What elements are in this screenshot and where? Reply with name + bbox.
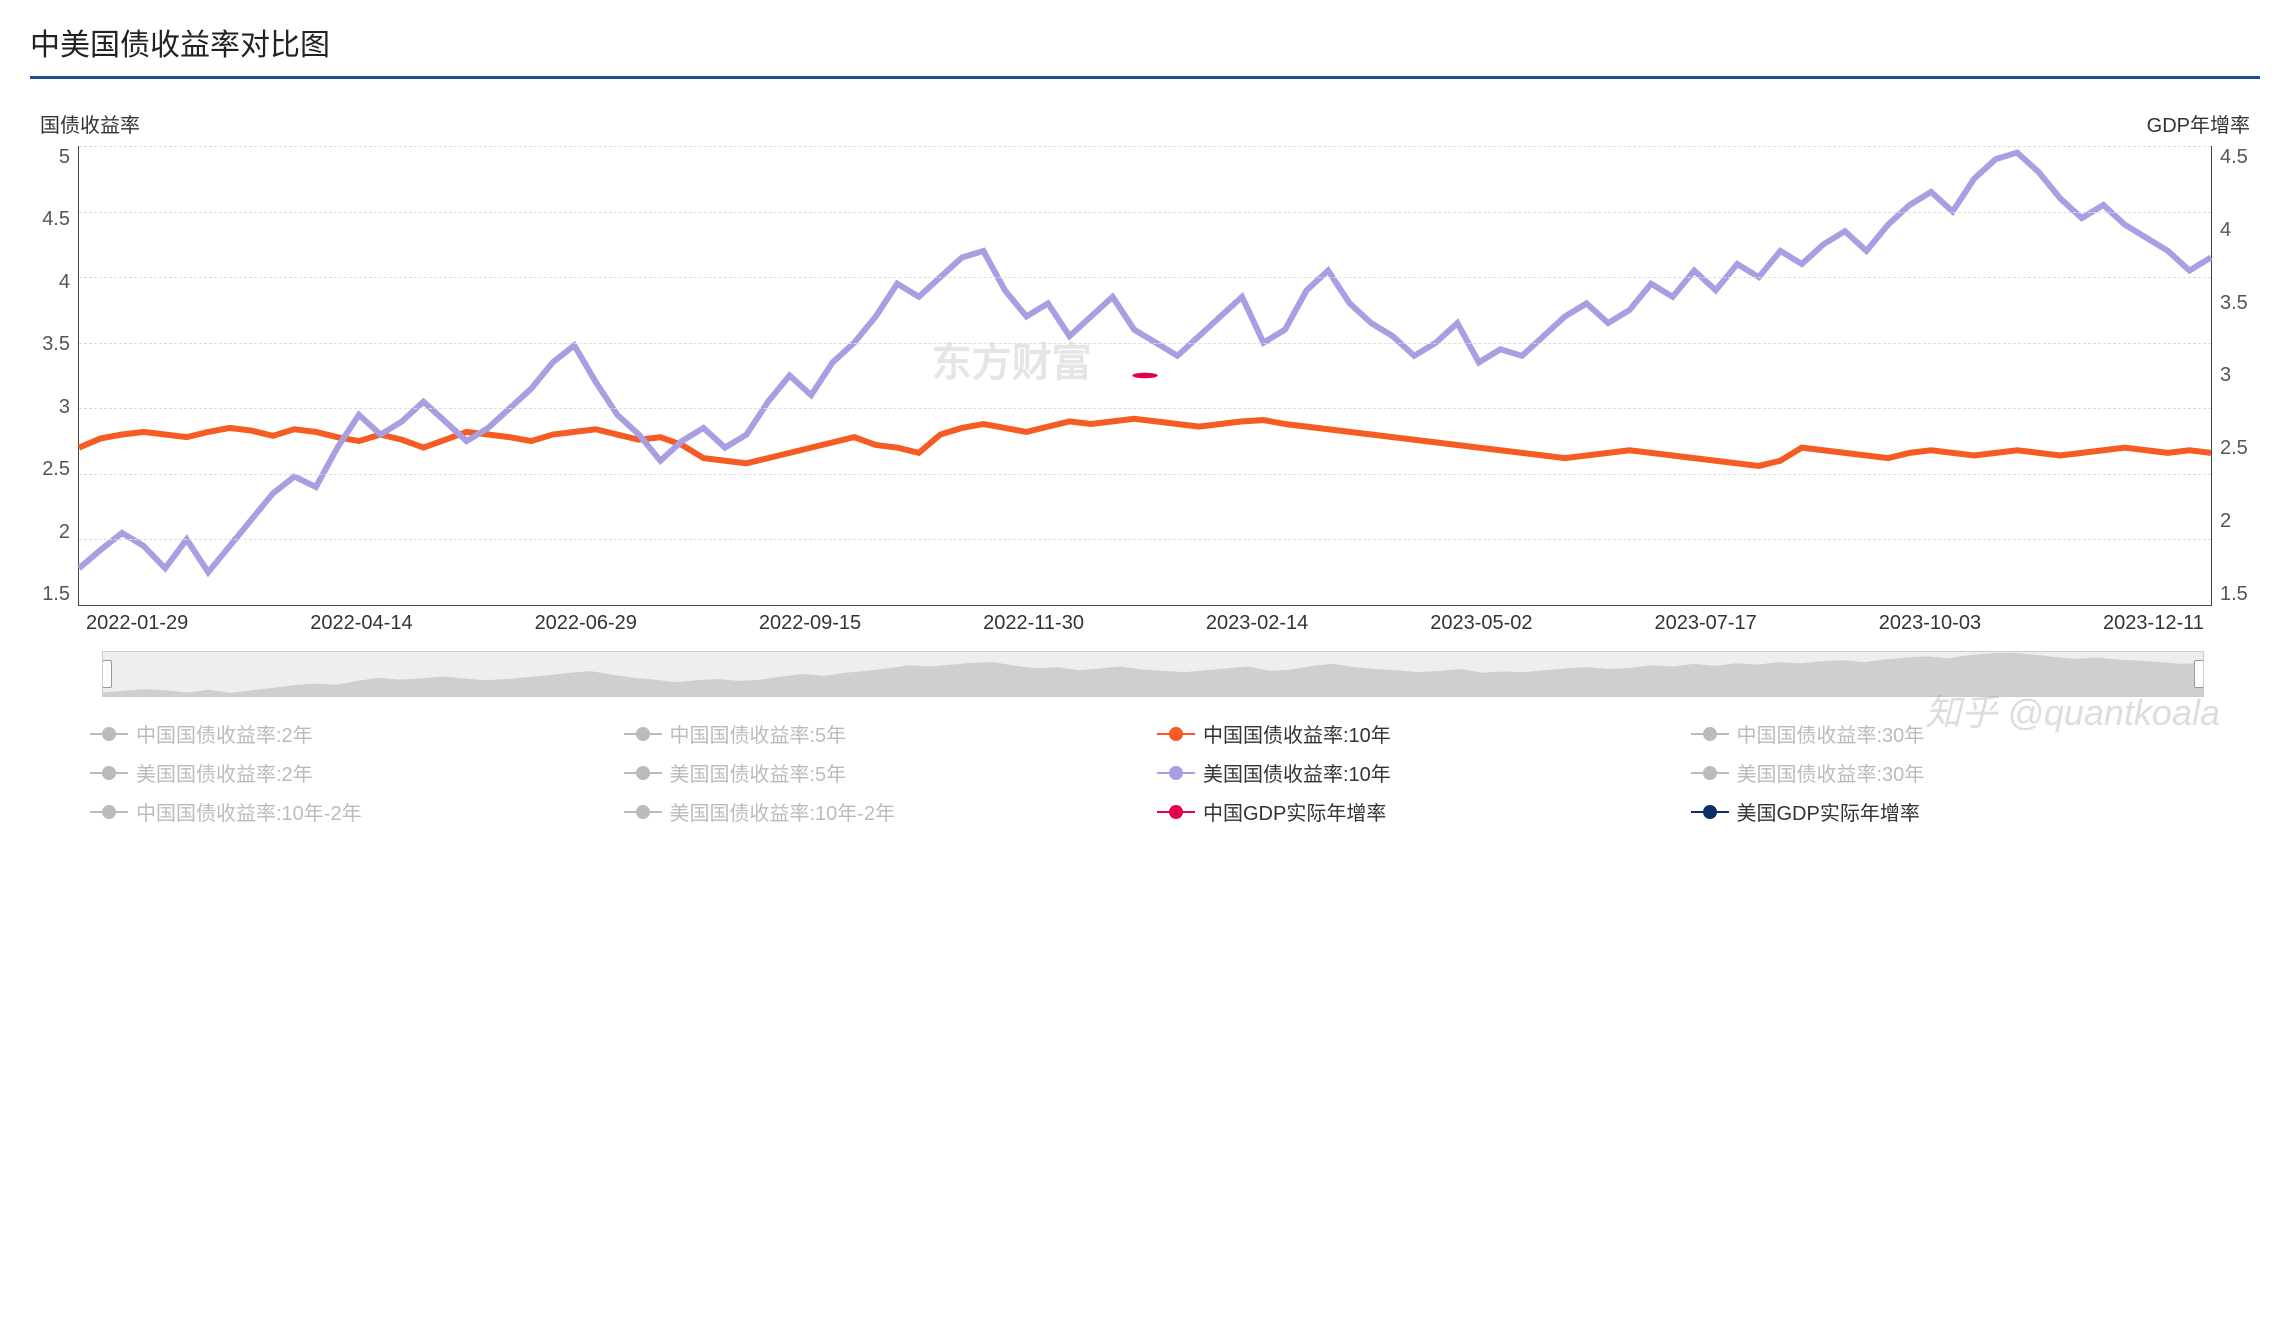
y-left-tick: 4.5 <box>30 208 70 231</box>
y-left-tick: 5 <box>30 146 70 169</box>
legend-swatch <box>90 772 128 774</box>
y-right-tick: 4.5 <box>2220 146 2260 169</box>
legend-item[interactable]: 中国国债收益率:2年 <box>90 719 600 748</box>
slider-silhouette <box>103 653 2203 696</box>
x-tick: 2022-04-14 <box>310 612 412 635</box>
y-left-title: 国债收益率 <box>40 109 140 138</box>
legend-item[interactable]: 中国国债收益率:10年-2年 <box>90 797 600 826</box>
legend-label: 中国国债收益率:5年 <box>670 719 847 748</box>
y-left-tick: 4 <box>30 271 70 294</box>
y-right-title: GDP年增率 <box>2147 109 2250 138</box>
slider-handle-right[interactable] <box>2194 660 2204 688</box>
legend-label: 美国国债收益率:2年 <box>136 758 313 787</box>
legend-swatch <box>90 811 128 813</box>
x-tick: 2023-10-03 <box>1879 612 1981 635</box>
chart-container: 国债收益率 GDP年增率 5 4.5 4 3.5 3 2.5 2 1.5 东方财富 4.5 4 3… <box>30 109 2260 826</box>
x-tick: 2023-02-14 <box>1206 612 1308 635</box>
x-tick: 2023-12-11 <box>2103 612 2204 635</box>
range-slider-row <box>30 651 2260 697</box>
legend-swatch <box>624 733 662 735</box>
legend-item[interactable]: 中国国债收益率:5年 <box>624 719 1134 748</box>
y-axis-left: 5 4.5 4 3.5 3 2.5 2 1.5 <box>30 146 78 606</box>
legend-item[interactable]: 美国国债收益率:2年 <box>90 758 600 787</box>
legend-swatch <box>1691 733 1729 735</box>
legend-swatch <box>1691 811 1729 813</box>
y-axis-right: 4.5 4 3.5 3 2.5 2 1.5 <box>2212 146 2260 606</box>
legend-item[interactable]: 美国国债收益率:10年-2年 <box>624 797 1134 826</box>
y-right-tick: 2.5 <box>2220 437 2260 460</box>
y-right-tick: 1.5 <box>2220 583 2260 606</box>
plot-area[interactable]: 东方财富 <box>78 146 2212 606</box>
legend-label: 美国国债收益率:10年-2年 <box>670 797 896 826</box>
legend-item[interactable]: 美国国债收益率:10年 <box>1157 758 1667 787</box>
x-tick: 2022-09-15 <box>759 612 861 635</box>
scatter-point <box>1132 373 1158 379</box>
legend-swatch <box>624 772 662 774</box>
x-tick: 2023-05-02 <box>1430 612 1532 635</box>
legend-swatch <box>1157 733 1195 735</box>
x-tick: 2022-11-30 <box>983 612 1084 635</box>
y-right-tick: 3 <box>2220 364 2260 387</box>
x-tick: 2022-06-29 <box>535 612 637 635</box>
legend-item[interactable]: 中国国债收益率:10年 <box>1157 719 1667 748</box>
y-left-tick: 1.5 <box>30 583 70 606</box>
y-left-tick: 2.5 <box>30 458 70 481</box>
legend-swatch <box>624 811 662 813</box>
legend-label: 美国国债收益率:5年 <box>670 758 847 787</box>
legend-swatch <box>1157 772 1195 774</box>
legend-item[interactable]: 美国国债收益率:5年 <box>624 758 1134 787</box>
legend-item[interactable]: 美国国债收益率:30年 <box>1691 758 2201 787</box>
legend-label: 中国国债收益率:2年 <box>136 719 313 748</box>
legend-label: 美国国债收益率:30年 <box>1737 758 1925 787</box>
legend: 中国国债收益率:2年 中国国债收益率:5年 中国国债收益率:10年 中国国债收益率:3… <box>30 719 2260 826</box>
legend-label: 中国国债收益率:30年 <box>1737 719 1925 748</box>
legend-label: 美国GDP实际年增率 <box>1737 797 1920 826</box>
legend-label: 美国国债收益率:10年 <box>1203 758 1391 787</box>
legend-swatch <box>1157 811 1195 813</box>
y-right-tick: 3.5 <box>2220 292 2260 315</box>
y-right-tick: 2 <box>2220 510 2260 533</box>
y-left-tick: 3.5 <box>30 333 70 356</box>
legend-label: 中国国债收益率:10年-2年 <box>136 797 362 826</box>
x-tick: 2023-07-17 <box>1654 612 1756 635</box>
y-left-tick: 2 <box>30 521 70 544</box>
legend-label: 中国GDP实际年增率 <box>1203 797 1386 826</box>
x-axis: 2022-01-29 2022-04-14 2022-06-29 2022-09-15… <box>86 606 2204 635</box>
legend-swatch <box>1691 772 1729 774</box>
slider-handle-left[interactable] <box>102 660 112 688</box>
legend-item[interactable]: 中国国债收益率:30年 <box>1691 719 2201 748</box>
legend-item[interactable]: 美国GDP实际年增率 <box>1691 797 2201 826</box>
legend-item[interactable]: 中国GDP实际年增率 <box>1157 797 1667 826</box>
x-tick: 2022-01-29 <box>86 612 188 635</box>
legend-label: 中国国债收益率:10年 <box>1203 719 1391 748</box>
chart-title: 中美国债收益率对比图 <box>30 20 2260 79</box>
y-right-tick: 4 <box>2220 219 2260 242</box>
range-slider[interactable] <box>102 651 2204 697</box>
y-left-tick: 3 <box>30 396 70 419</box>
legend-swatch <box>90 733 128 735</box>
series-line <box>79 153 2211 573</box>
